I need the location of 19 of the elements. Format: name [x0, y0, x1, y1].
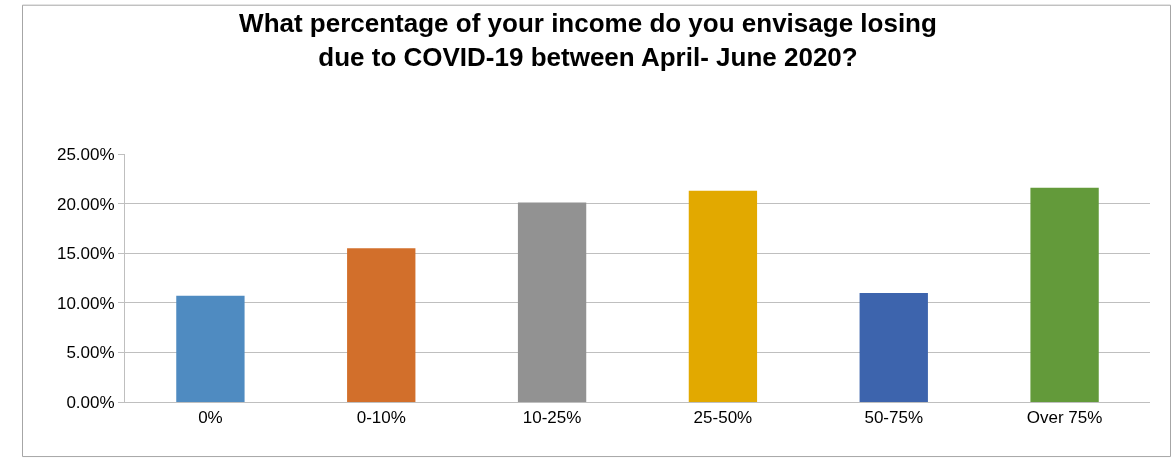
x-tick-label: 25-50%: [693, 408, 753, 428]
y-tick-label: 20.00%: [56, 194, 115, 214]
bar: [688, 190, 758, 402]
chart-title: What percentage of your income do you envisage losing due to COVID-19 between April- June 2020?: [239, 8, 937, 73]
bar: [1030, 187, 1099, 402]
x-tick-label: 10-25%: [522, 408, 582, 428]
x-tick-label: 50-75%: [864, 408, 924, 428]
x-tick-label: Over 75%: [1026, 408, 1103, 428]
bar: [176, 295, 245, 402]
y-tick-label: 25.00%: [56, 144, 115, 164]
y-tick-label: 0.00%: [66, 392, 115, 412]
bar: [517, 202, 587, 402]
y-tick-label: 15.00%: [56, 244, 115, 264]
x-tick-label: 0-10%: [356, 408, 406, 428]
y-tick-label: 10.00%: [56, 293, 115, 313]
bar: [859, 292, 928, 402]
y-tick-label: 5.00%: [66, 343, 115, 363]
bar: [347, 248, 416, 402]
x-tick-label: 0%: [198, 408, 223, 428]
